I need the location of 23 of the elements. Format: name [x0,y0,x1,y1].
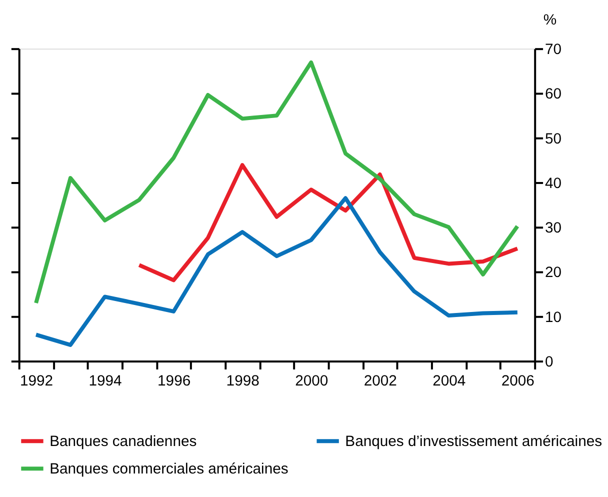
x-tick-label: 2000 [295,373,328,390]
line-series [137,163,520,282]
y-tick-label: 60 [545,86,562,103]
x-tick-label: 1992 [20,373,54,390]
y-tick-label: 0 [545,354,554,370]
x-tick-label: 2004 [432,373,466,390]
x-tick-label: 2002 [364,373,397,390]
y-tick-label: 70 [545,42,562,58]
y-tick-label: 20 [545,265,562,282]
line-series [34,60,520,305]
x-tick-label: 1996 [158,373,191,390]
y-axis-title: % [543,12,557,28]
legend-label: Banques commerciales américaines [50,462,288,478]
legend-label: Banques d’investissement américaines [345,434,602,450]
x-tick-label: 1998 [226,373,260,390]
y-tick-label: 50 [545,131,562,148]
y-tick-label: 10 [545,310,562,326]
x-tick-label: 1994 [88,373,122,390]
legend-label: Banques canadiennes [50,434,197,450]
line-series [34,196,520,347]
y-tick-label: 30 [545,220,562,237]
y-tick-label: 40 [545,176,562,192]
x-tick-label: 2006 [501,373,534,390]
